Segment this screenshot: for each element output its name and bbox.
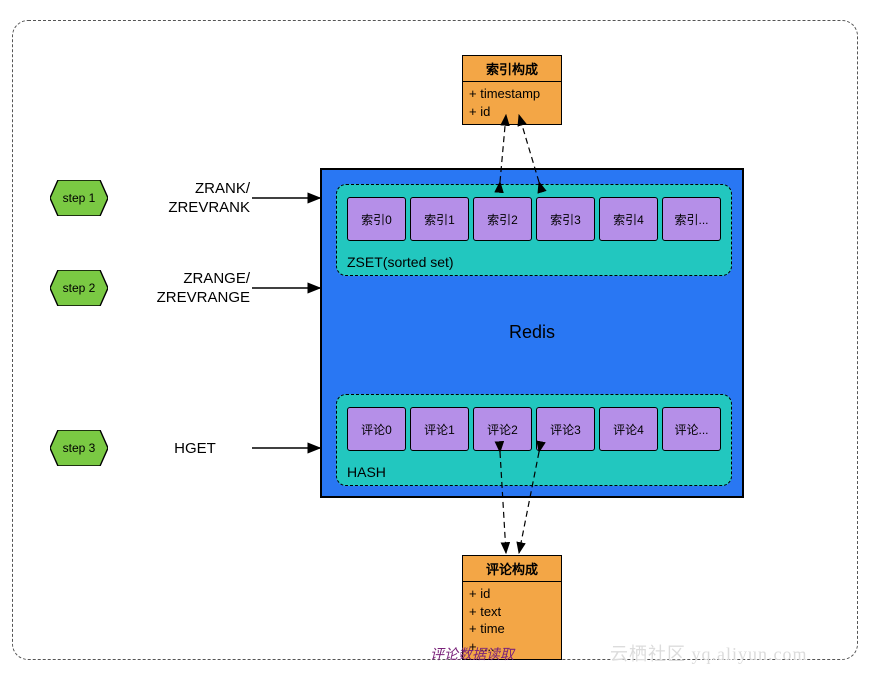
comment-info-line: + text xyxy=(469,603,555,621)
index-info-line: + timestamp xyxy=(469,85,555,103)
cmd-label-1: ZRANK/ZREVRANK xyxy=(140,180,250,218)
index-info-title: 索引构成 xyxy=(463,56,561,82)
comment-info-title: 评论构成 xyxy=(463,556,561,582)
step-hex-2: step 2 xyxy=(50,270,108,306)
zset-label: ZSET(sorted set) xyxy=(347,254,454,270)
zset-cell: 索引4 xyxy=(599,197,658,241)
comment-info-line: + time xyxy=(469,620,555,638)
step-label-3: step 3 xyxy=(63,441,96,455)
comment-info-line: + id xyxy=(469,585,555,603)
index-info-box: 索引构成 + timestamp + id xyxy=(462,55,562,125)
step-label-1: step 1 xyxy=(63,191,96,205)
hash-cell: 评论... xyxy=(662,407,721,451)
step-label-2: step 2 xyxy=(63,281,96,295)
step-hex-3: step 3 xyxy=(50,430,108,466)
hash-cells: 评论0 评论1 评论2 评论3 评论4 评论... xyxy=(347,407,721,451)
hash-box: 评论0 评论1 评论2 评论3 评论4 评论... HASH xyxy=(336,394,732,486)
hash-cell: 评论2 xyxy=(473,407,532,451)
index-info-line: + id xyxy=(469,103,555,121)
diagram-caption: 评论数据读取 xyxy=(430,644,514,664)
hash-cell: 评论0 xyxy=(347,407,406,451)
redis-label: Redis xyxy=(322,322,742,343)
hash-cell: 评论1 xyxy=(410,407,469,451)
cmd-label-3: HGET xyxy=(140,440,250,459)
hash-cell: 评论3 xyxy=(536,407,595,451)
hash-label: HASH xyxy=(347,464,386,480)
zset-cell: 索引2 xyxy=(473,197,532,241)
zset-cell: 索引0 xyxy=(347,197,406,241)
hash-cell: 评论4 xyxy=(599,407,658,451)
step-hex-1: step 1 xyxy=(50,180,108,216)
zset-cell: 索引1 xyxy=(410,197,469,241)
zset-cells: 索引0 索引1 索引2 索引3 索引4 索引... xyxy=(347,197,721,241)
zset-box: 索引0 索引1 索引2 索引3 索引4 索引... ZSET(sorted se… xyxy=(336,184,732,276)
zset-cell: 索引3 xyxy=(536,197,595,241)
cmd-label-2: ZRANGE/ZREVRANGE xyxy=(140,270,250,308)
redis-box: Redis 索引0 索引1 索引2 索引3 索引4 索引... ZSET(sor… xyxy=(320,168,744,498)
zset-cell: 索引... xyxy=(662,197,721,241)
